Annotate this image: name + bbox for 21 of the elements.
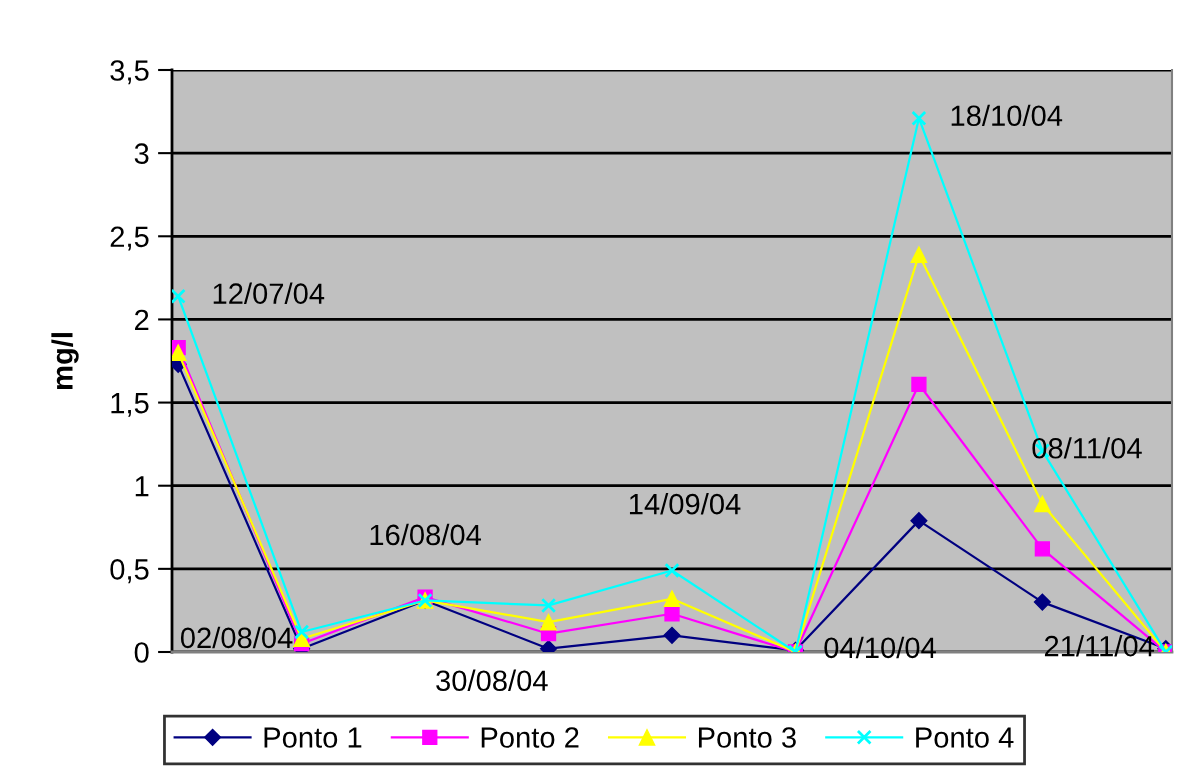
annotation: 16/08/04 (370, 523, 481, 546)
legend-label: Ponto 1 (264, 727, 362, 748)
y-tick-label: 3,5 (110, 60, 149, 85)
legend-label: Ponto 4 (916, 727, 1014, 748)
y-tick-label: 0,5 (110, 559, 149, 584)
y-tick-label: 0 (134, 642, 149, 663)
annotation: 18/10/04 (951, 104, 1063, 127)
y-tick-label: 3 (134, 143, 149, 164)
annotation: 04/10/04 (824, 636, 936, 659)
annotation: 21/11/04 (1044, 635, 1154, 657)
y-tick-label: 2 (135, 309, 149, 330)
legend-label: Ponto 2 (481, 727, 579, 748)
annotation: 02/08/04 (180, 626, 293, 649)
legend-label: Ponto 3 (698, 727, 796, 748)
annotation: 12/07/04 (213, 282, 325, 304)
y-tick-label: 2,5 (110, 226, 149, 251)
annotation: 14/09/04 (629, 493, 741, 515)
text: 30/08/04 (436, 669, 548, 692)
y-tick-label: 1 (135, 476, 149, 497)
y-axis-title: mg/l (51, 333, 79, 390)
y-tick-label: 1,5 (111, 393, 149, 417)
